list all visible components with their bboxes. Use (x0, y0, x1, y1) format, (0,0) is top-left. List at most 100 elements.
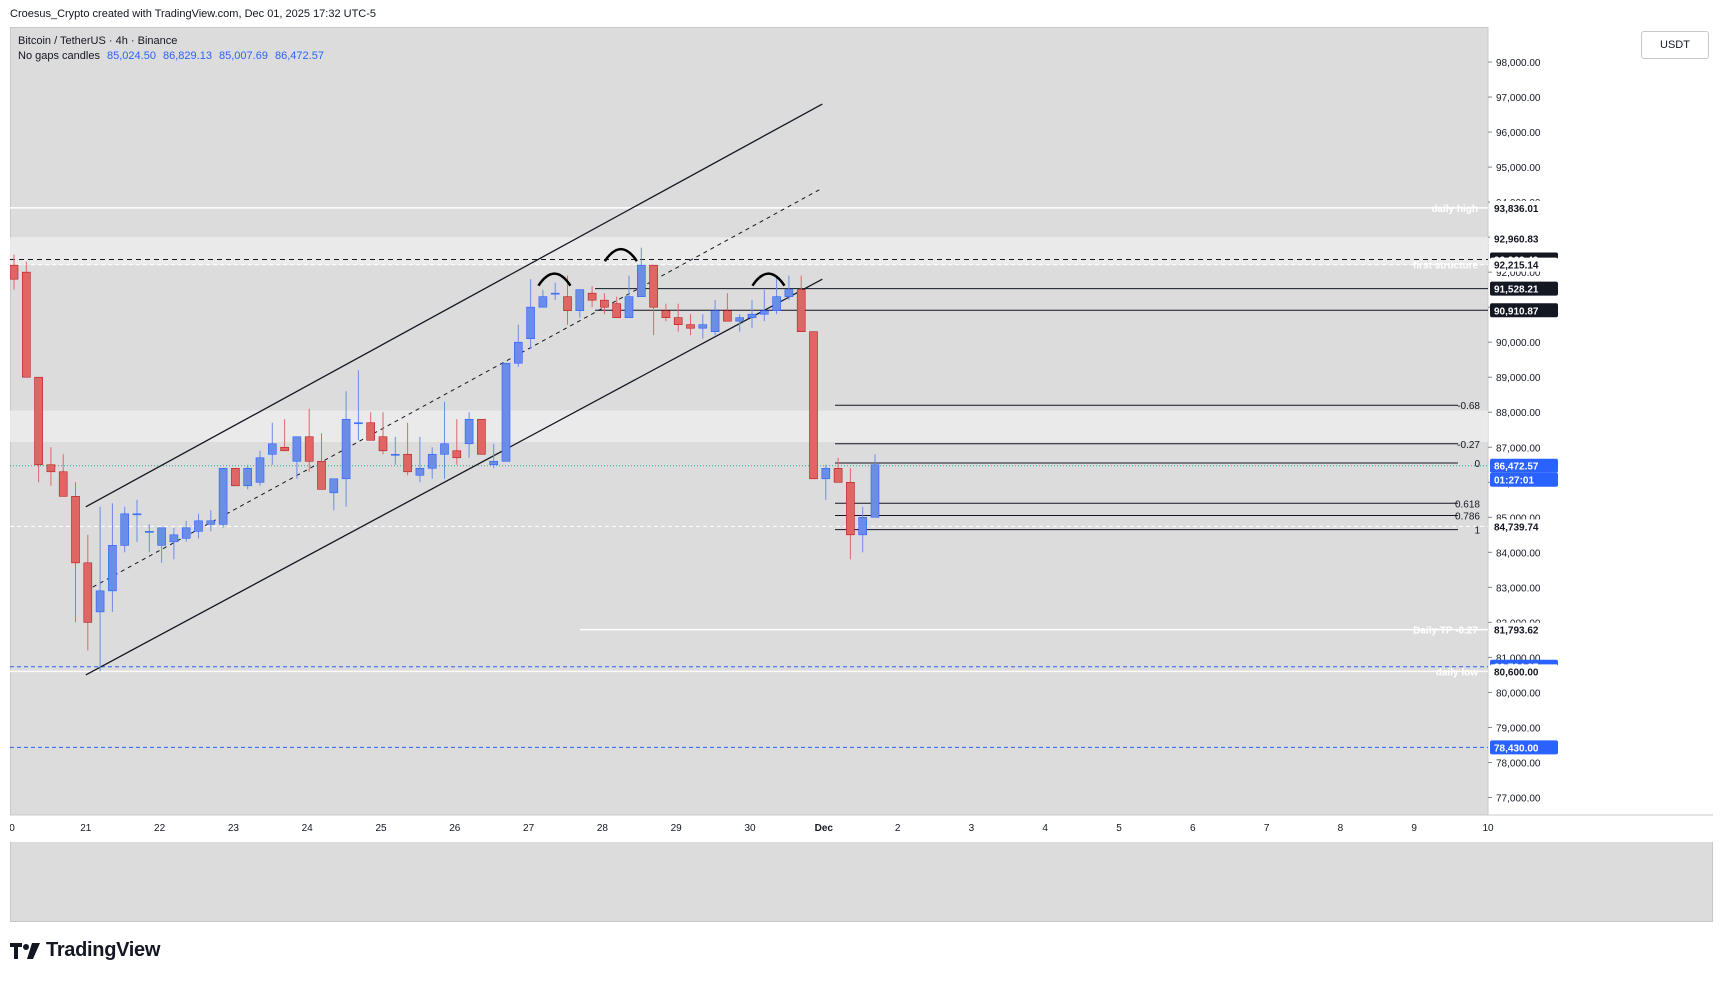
candle[interactable] (317, 460, 326, 490)
time-tick-label: 30 (744, 823, 756, 834)
candle[interactable] (292, 436, 302, 462)
candle[interactable] (58, 471, 68, 497)
candle[interactable] (194, 520, 203, 532)
candle[interactable] (563, 296, 572, 311)
candle[interactable] (46, 464, 56, 473)
candle[interactable] (169, 534, 179, 543)
candle[interactable] (600, 299, 609, 308)
fib-label: -0.27 (1457, 440, 1480, 451)
price-axis[interactable] (1488, 27, 1713, 815)
candle[interactable] (759, 310, 769, 315)
time-axis[interactable] (10, 815, 1713, 842)
candle[interactable] (255, 457, 265, 483)
candle[interactable] (267, 443, 277, 455)
price-tick-label: 95,000.00 (1496, 163, 1541, 174)
candle[interactable] (157, 527, 166, 546)
level-label: first structure (1413, 261, 1478, 272)
candle[interactable] (550, 292, 560, 295)
candle-mode: No gaps candles (18, 50, 100, 62)
candle[interactable] (206, 520, 216, 525)
candle[interactable] (784, 289, 794, 297)
tradingview-logo-icon (10, 942, 40, 959)
candle[interactable] (464, 418, 474, 445)
channel-lower[interactable] (85, 278, 823, 676)
candle[interactable] (10, 264, 19, 280)
candle[interactable] (858, 517, 868, 536)
candle[interactable] (575, 289, 585, 311)
price-tick-label: 80,000.00 (1496, 688, 1541, 699)
candle[interactable] (796, 289, 806, 332)
candle[interactable] (120, 513, 129, 546)
candle[interactable] (846, 481, 855, 536)
candle[interactable] (280, 446, 289, 452)
candle[interactable] (34, 376, 43, 466)
candle[interactable] (231, 467, 240, 487)
candle[interactable] (649, 264, 658, 308)
candle[interactable] (661, 310, 671, 318)
candle[interactable] (341, 418, 351, 480)
candle[interactable] (390, 453, 400, 456)
price-tag-label: 91,528.21 (1494, 285, 1539, 296)
candle[interactable] (145, 531, 154, 533)
candle[interactable] (809, 331, 818, 480)
candle[interactable] (624, 296, 634, 318)
price-tag-label: 90,910.87 (1494, 306, 1539, 317)
candle[interactable] (710, 310, 720, 332)
candle[interactable] (218, 467, 228, 525)
price-tag (1490, 257, 1558, 272)
chart-pane[interactable] (10, 27, 1713, 922)
pattern-arc-2[interactable] (751, 272, 786, 287)
candle[interactable] (108, 545, 117, 592)
candle[interactable] (427, 453, 437, 469)
candle[interactable] (772, 296, 781, 311)
price-chart[interactable]: 77,000.00 78,000.00 79,000.00 80,000.00 81,0… (10, 27, 1713, 922)
candle[interactable] (587, 292, 597, 301)
candle[interactable] (698, 324, 708, 329)
pattern-arc-1[interactable] (603, 247, 638, 262)
channel-upper[interactable] (85, 103, 823, 508)
candle[interactable] (833, 467, 843, 483)
candle[interactable] (477, 418, 486, 455)
candle[interactable] (501, 362, 511, 462)
candle[interactable] (378, 436, 388, 452)
candle[interactable] (181, 527, 191, 539)
candle[interactable] (440, 443, 449, 455)
candle[interactable] (452, 450, 462, 459)
candle[interactable] (354, 422, 363, 425)
candle[interactable] (538, 296, 548, 308)
candle[interactable] (747, 313, 757, 318)
candle[interactable] (723, 310, 732, 322)
candle[interactable] (686, 324, 695, 329)
currency-button[interactable]: USDT (1641, 31, 1709, 59)
price-tag-label: 92,215.14 (1494, 261, 1539, 272)
candle[interactable] (612, 303, 622, 318)
candle[interactable] (489, 460, 499, 466)
candle[interactable] (513, 341, 523, 364)
candle[interactable] (821, 467, 831, 480)
candle[interactable] (636, 264, 646, 297)
time-tick-label: 23 (228, 823, 240, 834)
candle[interactable] (403, 453, 412, 473)
candle[interactable] (132, 513, 142, 516)
candle[interactable] (95, 590, 105, 613)
candle[interactable] (526, 306, 535, 339)
price-tick-label: 97,000.00 (1496, 93, 1541, 104)
candle[interactable] (22, 271, 31, 378)
candle[interactable] (71, 495, 80, 564)
price-tick-label: 87,000.00 (1496, 443, 1541, 454)
candle[interactable] (83, 562, 93, 623)
candle[interactable] (304, 436, 314, 462)
chart-credit: Croesus_Crypto created with TradingView.… (10, 8, 377, 20)
candle[interactable] (329, 478, 339, 494)
candle[interactable] (870, 464, 880, 518)
pattern-arc-0[interactable] (537, 272, 572, 287)
price-tag-label: 93,836.01 (1494, 204, 1539, 215)
candle[interactable] (243, 467, 252, 487)
candle[interactable] (366, 422, 376, 441)
candle[interactable] (673, 317, 683, 325)
price-tick-label: 89,000.00 (1496, 373, 1541, 384)
candle[interactable] (415, 467, 425, 476)
price-tick-label: 92,000.00 (1496, 268, 1541, 279)
candle[interactable] (735, 317, 745, 322)
price-tag (1490, 622, 1558, 637)
